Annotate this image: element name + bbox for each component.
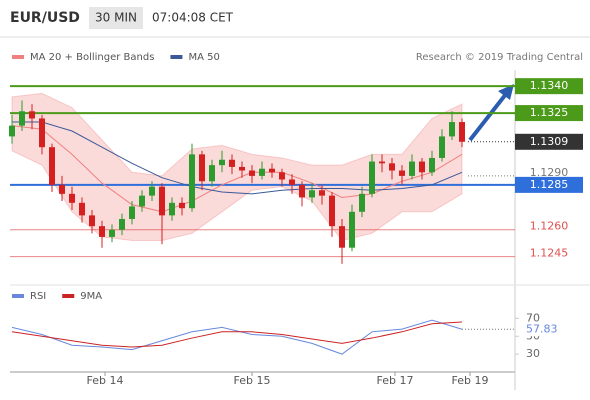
candle-body <box>389 163 395 171</box>
candle-body <box>259 168 265 176</box>
y-tick-label: 70 <box>526 311 540 324</box>
candle-body <box>189 154 195 209</box>
level-box <box>515 78 583 95</box>
candle-body <box>229 159 235 167</box>
candle-body <box>239 166 245 171</box>
candle-body <box>359 193 365 212</box>
candle-body <box>79 202 85 216</box>
level-label: 1.1245 <box>530 247 569 260</box>
candle-body <box>319 190 325 196</box>
candle-body <box>429 157 435 173</box>
legend-swatch <box>12 55 24 59</box>
forecast-arrowhead <box>498 84 514 100</box>
candle-body <box>9 125 15 137</box>
candle-body <box>59 184 65 194</box>
credit: Research © 2019 Trading Central <box>416 52 583 63</box>
x-tick-label: Feb 17 <box>377 374 414 387</box>
candle-body <box>449 122 455 137</box>
candle-body <box>199 154 205 182</box>
legend-label: RSI <box>30 291 46 302</box>
candle-body <box>299 184 305 198</box>
candle-body <box>209 165 215 182</box>
timeframe-box <box>89 7 143 29</box>
candle-body <box>289 179 295 185</box>
legend-swatch <box>62 294 75 298</box>
indicator-line <box>11 321 463 348</box>
bollinger-band <box>11 92 463 242</box>
candle-body <box>409 161 415 176</box>
candle-body <box>419 161 425 173</box>
candle-body <box>29 111 35 119</box>
level-box <box>515 176 583 193</box>
symbol: EUR/USD <box>10 10 80 26</box>
candle-body <box>119 218 125 230</box>
candle-body <box>309 190 315 198</box>
level-label: 1.1340 <box>530 79 569 92</box>
legend-swatch <box>170 55 183 59</box>
candle-body <box>89 215 95 227</box>
y-tick-label: 30 <box>526 347 540 360</box>
candle-body <box>179 202 185 209</box>
timeframe: 30 MIN <box>95 11 137 25</box>
current-value-box <box>520 322 568 337</box>
candle-body <box>249 170 255 176</box>
candle-body <box>219 159 225 166</box>
candle-body <box>169 202 175 216</box>
moving-average <box>11 125 463 213</box>
legend-swatch <box>12 294 24 298</box>
candle-body <box>369 161 375 194</box>
x-tick-label: Feb 15 <box>234 374 271 387</box>
x-tick-label: Feb 19 <box>452 374 489 387</box>
candle-body <box>339 226 345 248</box>
current-value-label: 57.83 <box>526 322 558 335</box>
candle-body <box>69 193 75 203</box>
legend-label: MA 20 + Bollinger Bands <box>30 52 154 63</box>
level-box <box>515 133 583 150</box>
level-label: 1.1325 <box>530 106 569 119</box>
moving-average <box>12 121 463 195</box>
candle-body <box>19 111 25 126</box>
candle-body <box>129 206 135 219</box>
candle-body <box>279 172 285 180</box>
level-label: 1.1309 <box>530 135 569 148</box>
candle-body <box>139 195 145 207</box>
x-tick-label: Feb 14 <box>87 374 124 387</box>
legend-label: 9MA <box>80 291 102 302</box>
candle-body <box>149 186 155 196</box>
level-label: 1.1260 <box>530 220 569 233</box>
candle-body <box>39 118 45 148</box>
candle-body <box>49 147 55 185</box>
level-label: 1.1290 <box>530 166 569 179</box>
legend-label: MA 50 <box>188 52 219 63</box>
candle-body <box>439 136 445 158</box>
candle-body <box>109 229 115 237</box>
forecast-arrow <box>468 92 508 142</box>
indicator-line <box>11 319 463 355</box>
candle-body <box>349 211 355 248</box>
candle-body <box>329 195 335 227</box>
candle-body <box>159 186 165 216</box>
level-label: 1.1285 <box>530 178 569 191</box>
candle-body <box>459 122 465 142</box>
candle-body <box>269 168 275 173</box>
time: 07:04:08 CET <box>152 11 234 25</box>
candle-body <box>99 226 105 237</box>
level-box <box>515 105 583 122</box>
candle-body <box>379 161 385 164</box>
candle-body <box>399 170 405 176</box>
